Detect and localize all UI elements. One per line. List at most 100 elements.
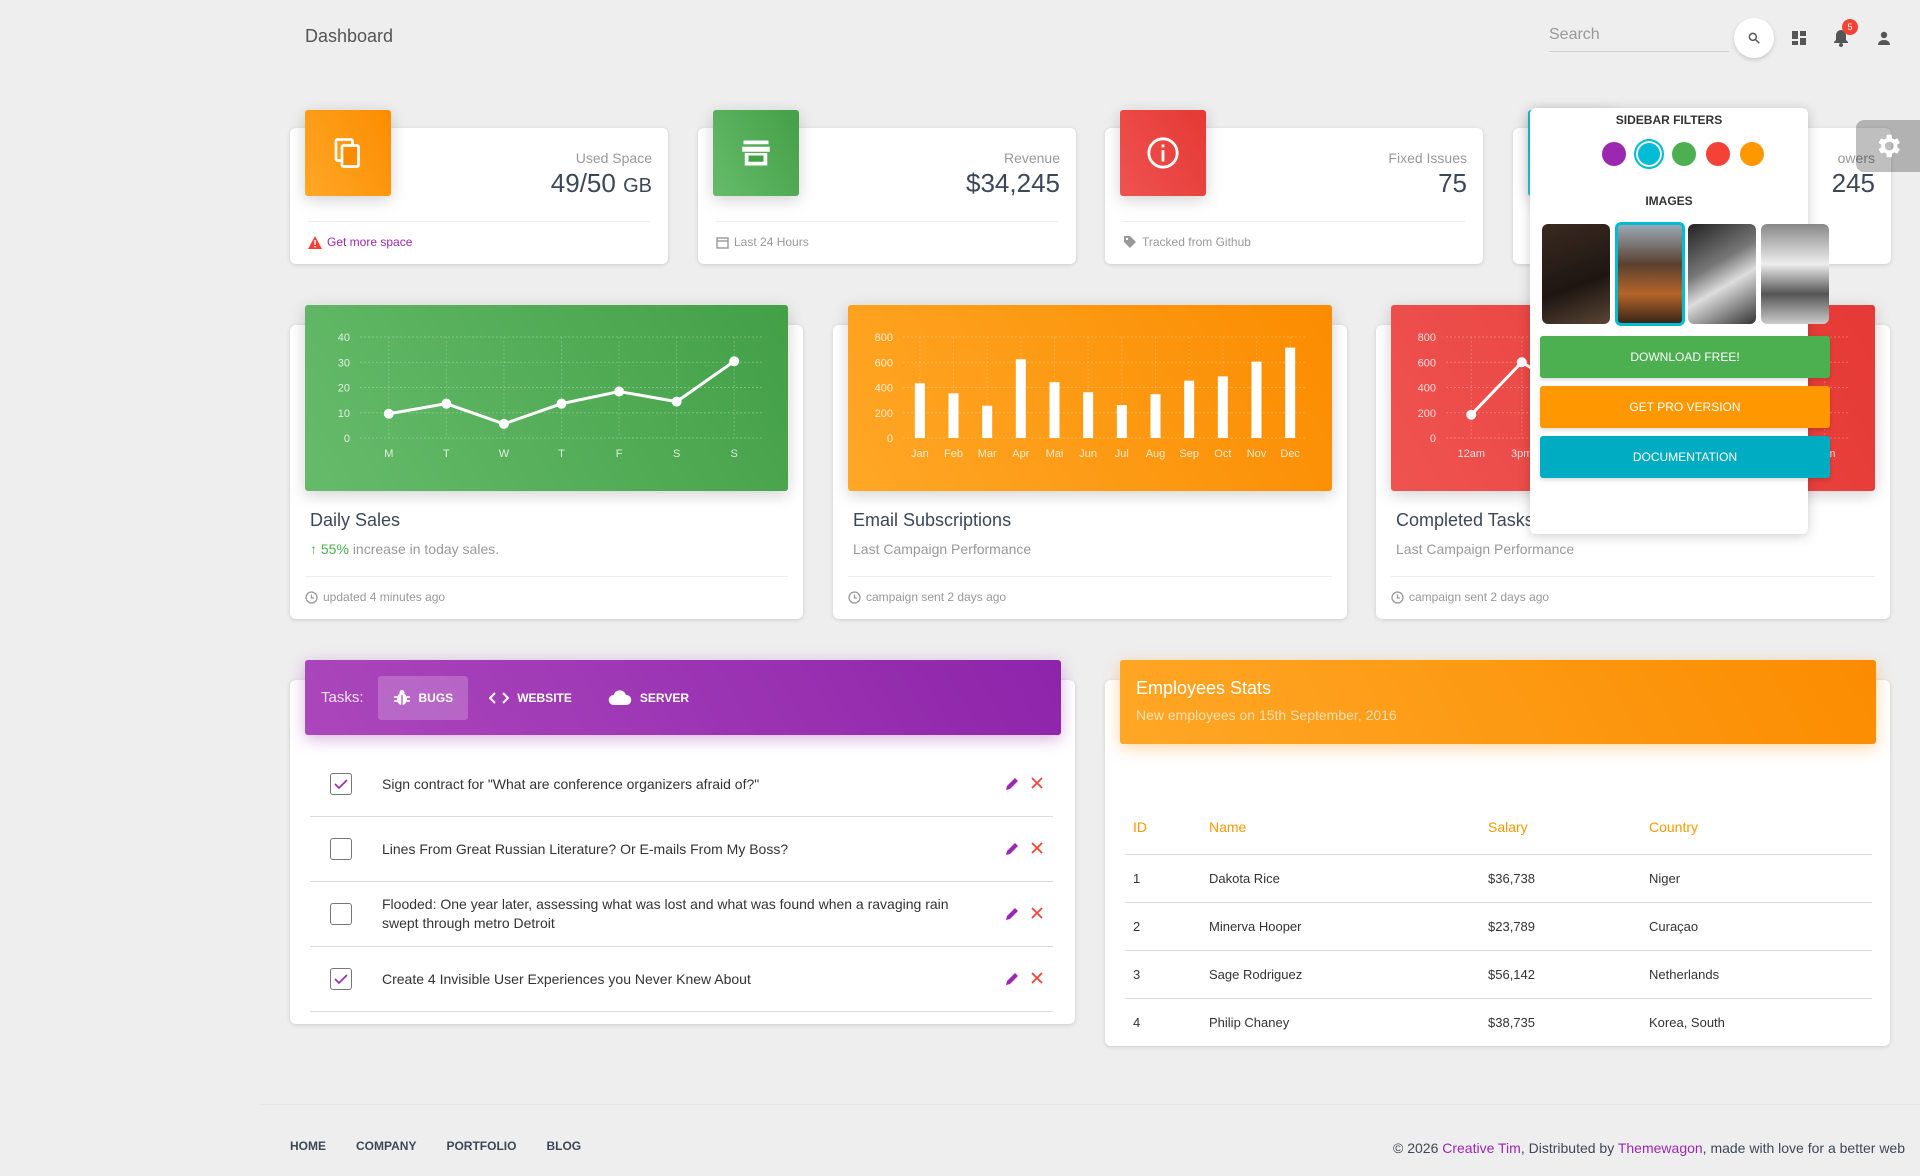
filter-swatch-red[interactable] [1706, 142, 1730, 166]
y-tick-label: 600 [875, 357, 893, 369]
data-point [729, 356, 740, 367]
table-cell: Philip Chaney [1201, 998, 1480, 1047]
footer-link-company[interactable]: COMPANY [356, 1139, 417, 1153]
themewagon-link[interactable]: Themewagon [1617, 1140, 1703, 1156]
sidebar-filters-title: SIDEBAR FILTERS [1615, 113, 1723, 127]
close-icon[interactable] [1031, 907, 1043, 919]
task-text: Lines From Great Russian Literature? Or … [382, 840, 789, 857]
sidebar-image-4[interactable] [1761, 224, 1829, 324]
search-button[interactable] [1734, 18, 1774, 58]
sidebar-image-2[interactable] [1615, 222, 1685, 326]
filter-swatch-green[interactable] [1672, 142, 1696, 166]
footer-link-home[interactable]: HOME [290, 1139, 326, 1153]
tab-server[interactable]: SERVER [593, 676, 704, 720]
edit-icon[interactable] [1005, 907, 1019, 921]
x-tick-label: Mar [978, 448, 997, 460]
task-checkbox[interactable] [330, 773, 352, 795]
x-tick-label: Dec [1280, 448, 1300, 460]
task-checkbox[interactable] [330, 903, 352, 925]
task-actions [1005, 842, 1043, 856]
x-tick-label: S [731, 448, 738, 460]
close-icon[interactable] [1031, 777, 1043, 789]
user-profile-button[interactable] [1873, 27, 1895, 49]
copy-icon [334, 138, 360, 168]
get-pro-version-button[interactable]: GET PRO VERSION [1540, 386, 1830, 428]
data-point [671, 396, 682, 407]
sidebar-image-3[interactable] [1688, 224, 1756, 324]
filter-swatch-purple[interactable] [1602, 142, 1626, 166]
chart-footer: campaign sent 2 days ago [1391, 576, 1875, 604]
clock-icon [305, 590, 318, 604]
bar [914, 383, 925, 438]
y-tick-label: 200 [1418, 408, 1436, 420]
table-cell: Korea, South [1641, 998, 1872, 1047]
table-cell: $36,738 [1480, 854, 1641, 903]
chart-footer-text: campaign sent 2 days ago [866, 590, 1007, 604]
edit-icon[interactable] [1005, 777, 1019, 791]
y-tick-label: 400 [875, 383, 893, 395]
documentation-button[interactable]: DOCUMENTATION [1540, 436, 1830, 478]
tag-icon [1124, 236, 1136, 248]
copyright-year: © 2026 [1393, 1140, 1439, 1156]
search-input[interactable] [1549, 20, 1729, 50]
stat-icon-box [1120, 110, 1206, 196]
column-header: Country [1641, 800, 1872, 855]
notifications-button[interactable]: 5 [1830, 19, 1858, 49]
stat-icon-box [713, 110, 799, 196]
stat-value: 75 [1438, 168, 1467, 198]
sidebar-image-1[interactable] [1542, 224, 1610, 324]
x-tick-label: Oct [1214, 448, 1231, 460]
filter-swatch-orange[interactable] [1740, 142, 1764, 166]
stat-value: $34,245 [966, 168, 1060, 198]
table-cell: Curaçao [1641, 902, 1872, 951]
task-checkbox[interactable] [330, 838, 352, 860]
dashboard-icon [1792, 31, 1806, 45]
table-cell: Sage Rodriguez [1201, 950, 1480, 999]
table-cell: $38,735 [1480, 998, 1641, 1047]
filter-swatch-azure[interactable] [1634, 139, 1664, 169]
data-point [1516, 357, 1527, 368]
x-tick-label: Sep [1179, 448, 1199, 460]
task-row: Sign contract for "What are conference o… [310, 752, 1053, 817]
daily-sales-card: 40 30 20 10 0 M T W T F S S Daily Sales ↑ 55% incre… [290, 305, 803, 619]
bar [1015, 359, 1026, 438]
stat-category: Used Space [575, 150, 652, 166]
stat-category: owers [1837, 150, 1875, 166]
creative-tim-link[interactable]: Creative Tim [1442, 1140, 1521, 1156]
table-header-row: ID Name Salary Country [1125, 800, 1872, 855]
dashboard-button[interactable] [1788, 27, 1810, 49]
download-free-button[interactable]: DOWNLOAD FREE! [1540, 336, 1830, 378]
task-actions [1005, 907, 1043, 921]
employees-title: Employees Stats [1136, 678, 1272, 698]
edit-icon[interactable] [1005, 842, 1019, 856]
task-text: Create 4 Invisible User Experiences you … [382, 970, 751, 987]
tab-website[interactable]: WEBSITE [474, 676, 587, 720]
footer-nav: HOME COMPANY PORTFOLIO BLOG [290, 1139, 581, 1153]
stat-category: Fixed Issues [1388, 150, 1467, 166]
footer-link-portfolio[interactable]: PORTFOLIO [446, 1139, 517, 1153]
info-icon [1147, 137, 1179, 169]
close-icon[interactable] [1031, 842, 1043, 854]
store-icon [742, 140, 770, 166]
task-checkbox[interactable] [330, 968, 352, 990]
chart-subtitle: Last Campaign Performance [1396, 541, 1575, 557]
edit-icon[interactable] [1005, 972, 1019, 986]
stat-footer: Get more space [308, 221, 650, 249]
bar [1285, 347, 1296, 438]
get-more-space-link[interactable]: Get more space [327, 235, 413, 249]
settings-toggle[interactable] [1856, 120, 1920, 172]
footer-link-blog[interactable]: BLOG [546, 1139, 582, 1153]
bar [1184, 380, 1195, 438]
code-icon [489, 691, 510, 704]
y-tick-label: 400 [1418, 383, 1436, 395]
daily-sales-line-chart: 40 30 20 10 0 M T W T F S S [338, 332, 763, 460]
stat-value: 49/50 GB [551, 168, 652, 199]
bar [948, 393, 959, 438]
data-point [614, 386, 625, 397]
x-tick-label: Apr [1012, 448, 1029, 460]
search-field[interactable] [1549, 20, 1729, 52]
tab-bugs[interactable]: BUGS [377, 675, 469, 720]
page-title[interactable]: Dashboard [305, 26, 394, 46]
x-tick-label: Jan [911, 448, 929, 460]
close-icon[interactable] [1031, 972, 1043, 984]
